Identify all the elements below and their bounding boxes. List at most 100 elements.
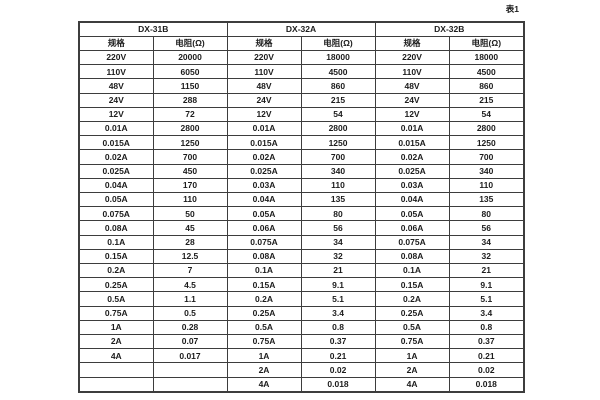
spec-cell bbox=[78, 362, 154, 378]
resistance-cell: 4500 bbox=[300, 64, 376, 80]
resistance-cell: 340 bbox=[448, 163, 525, 179]
resistance-cell: 0.017 bbox=[152, 348, 228, 364]
spec-cell: 1A bbox=[374, 348, 450, 364]
resistance-cell: 1250 bbox=[152, 135, 228, 151]
resistance-cell: 1250 bbox=[448, 135, 525, 151]
spec-cell: 12V bbox=[78, 106, 154, 123]
table-row: 0.025A 450 0.025A 340 0.025A 340 bbox=[78, 163, 525, 179]
spec-cell: 2A bbox=[226, 362, 302, 378]
spec-cell: 110V bbox=[374, 64, 450, 80]
resistance-cell: 18000 bbox=[448, 49, 525, 66]
col-header-spec-dx32b: 规格 bbox=[374, 36, 450, 51]
spec-cell: 1A bbox=[226, 348, 302, 364]
resistance-cell: 110 bbox=[300, 177, 376, 194]
table-row: 0.25A 4.5 0.15A 9.1 0.15A 9.1 bbox=[78, 277, 525, 293]
resistance-cell: 0.37 bbox=[448, 334, 525, 350]
spec-cell: 0.08A bbox=[226, 248, 302, 265]
resistance-cell: 1150 bbox=[152, 78, 228, 94]
spec-cell: 0.05A bbox=[226, 206, 302, 222]
spec-cell: 0.15A bbox=[374, 277, 450, 293]
table-row: 0.75A 0.5 0.25A 3.4 0.25A 3.4 bbox=[78, 305, 525, 321]
table-row: 0.02A 700 0.02A 700 0.02A 700 bbox=[78, 149, 525, 165]
spec-cell: 0.25A bbox=[226, 305, 302, 321]
resistance-cell: 0.37 bbox=[300, 334, 376, 350]
resistance-cell: 215 bbox=[300, 92, 376, 108]
resistance-cell: 3.4 bbox=[448, 305, 525, 321]
table-row: 12V 72 12V 54 12V 54 bbox=[78, 106, 525, 123]
column-header-row: 规格 电阻(Ω) 规格 电阻(Ω) 规格 电阻(Ω) bbox=[78, 36, 525, 51]
table-caption: 表1 bbox=[505, 4, 519, 14]
spec-cell: 0.25A bbox=[374, 305, 450, 321]
resistance-cell: 0.02 bbox=[300, 362, 376, 378]
resistance-cell: 0.28 bbox=[152, 319, 228, 336]
group-header-dx32b: DX-32B bbox=[374, 21, 525, 37]
resistance-cell: 12.5 bbox=[152, 248, 228, 265]
spec-cell: 0.02A bbox=[226, 149, 302, 165]
spec-cell: 0.05A bbox=[78, 192, 154, 208]
resistance-cell: 110 bbox=[152, 192, 228, 208]
spec-cell: 0.06A bbox=[226, 220, 302, 236]
resistance-cell: 0.5 bbox=[152, 305, 228, 321]
resistance-cell: 45 bbox=[152, 220, 228, 236]
table-row: 0.15A 12.5 0.08A 32 0.08A 32 bbox=[78, 248, 525, 265]
spec-cell: 0.15A bbox=[78, 248, 154, 265]
spec-cell: 0.08A bbox=[78, 220, 154, 236]
spec-cell: 0.04A bbox=[78, 177, 154, 194]
resistance-cell: 0.07 bbox=[152, 334, 228, 350]
table-row: 0.2A 7 0.1A 21 0.1A 21 bbox=[78, 263, 525, 279]
spec-cell: 0.2A bbox=[374, 291, 450, 307]
resistance-cell: 340 bbox=[300, 163, 376, 179]
resistance-cell bbox=[152, 362, 228, 378]
spec-cell: 48V bbox=[226, 78, 302, 94]
resistance-cell: 700 bbox=[152, 149, 228, 165]
group-header-row: DX-31B DX-32A DX-32B bbox=[78, 21, 525, 37]
spec-cell: 4A bbox=[226, 376, 302, 393]
spec-cell: 0.08A bbox=[374, 248, 450, 265]
resistance-cell: 2800 bbox=[300, 121, 376, 137]
spec-cell: 48V bbox=[78, 78, 154, 94]
resistance-cell: 6050 bbox=[152, 64, 228, 80]
spec-cell bbox=[78, 376, 154, 393]
resistance-cell: 28 bbox=[152, 234, 228, 250]
resistance-cell: 1250 bbox=[300, 135, 376, 151]
spec-cell: 0.1A bbox=[374, 263, 450, 279]
spec-cell: 0.01A bbox=[226, 121, 302, 137]
table-row: 4A 0.018 4A 0.018 bbox=[78, 376, 525, 393]
spec-table-body: 220V 20000 220V 18000 220V 18000 110V 6050 110V 4… bbox=[78, 49, 525, 393]
spec-cell: 4A bbox=[374, 376, 450, 393]
resistance-cell: 4500 bbox=[448, 64, 525, 80]
resistance-cell: 4.5 bbox=[152, 277, 228, 293]
resistance-cell: 34 bbox=[448, 234, 525, 250]
table-row: 0.1A 28 0.075A 34 0.075A 34 bbox=[78, 234, 525, 250]
spec-cell: 0.025A bbox=[374, 163, 450, 179]
resistance-cell: 0.02 bbox=[448, 362, 525, 378]
table-row: 0.08A 45 0.06A 56 0.06A 56 bbox=[78, 220, 525, 236]
table-row: 4A 0.017 1A 0.21 1A 0.21 bbox=[78, 348, 525, 364]
spec-cell: 12V bbox=[374, 106, 450, 123]
resistance-cell: 34 bbox=[300, 234, 376, 250]
resistance-cell: 56 bbox=[300, 220, 376, 236]
table-row: 0.075A 50 0.05A 80 0.05A 80 bbox=[78, 206, 525, 222]
spec-cell: 0.5A bbox=[374, 319, 450, 336]
col-header-resistance-dx31b: 电阻(Ω) bbox=[152, 36, 228, 51]
resistance-cell: 9.1 bbox=[300, 277, 376, 293]
resistance-cell: 700 bbox=[448, 149, 525, 165]
spec-cell: 24V bbox=[78, 92, 154, 108]
spec-cell: 0.04A bbox=[226, 192, 302, 208]
spec-cell: 0.06A bbox=[374, 220, 450, 236]
resistance-cell: 56 bbox=[448, 220, 525, 236]
spec-cell: 0.03A bbox=[374, 177, 450, 194]
spec-cell: 0.02A bbox=[374, 149, 450, 165]
col-header-spec-dx31b: 规格 bbox=[78, 36, 154, 51]
resistance-cell: 215 bbox=[448, 92, 525, 108]
spec-cell: 4A bbox=[78, 348, 154, 364]
resistance-cell: 2800 bbox=[152, 121, 228, 137]
resistance-cell bbox=[152, 376, 228, 393]
table-row: 0.05A 110 0.04A 135 0.04A 135 bbox=[78, 192, 525, 208]
table-row: 0.04A 170 0.03A 110 0.03A 110 bbox=[78, 177, 525, 194]
spec-cell: 0.01A bbox=[374, 121, 450, 137]
spec-cell: 0.1A bbox=[226, 263, 302, 279]
resistance-cell: 5.1 bbox=[448, 291, 525, 307]
spec-cell: 0.2A bbox=[226, 291, 302, 307]
resistance-cell: 32 bbox=[300, 248, 376, 265]
